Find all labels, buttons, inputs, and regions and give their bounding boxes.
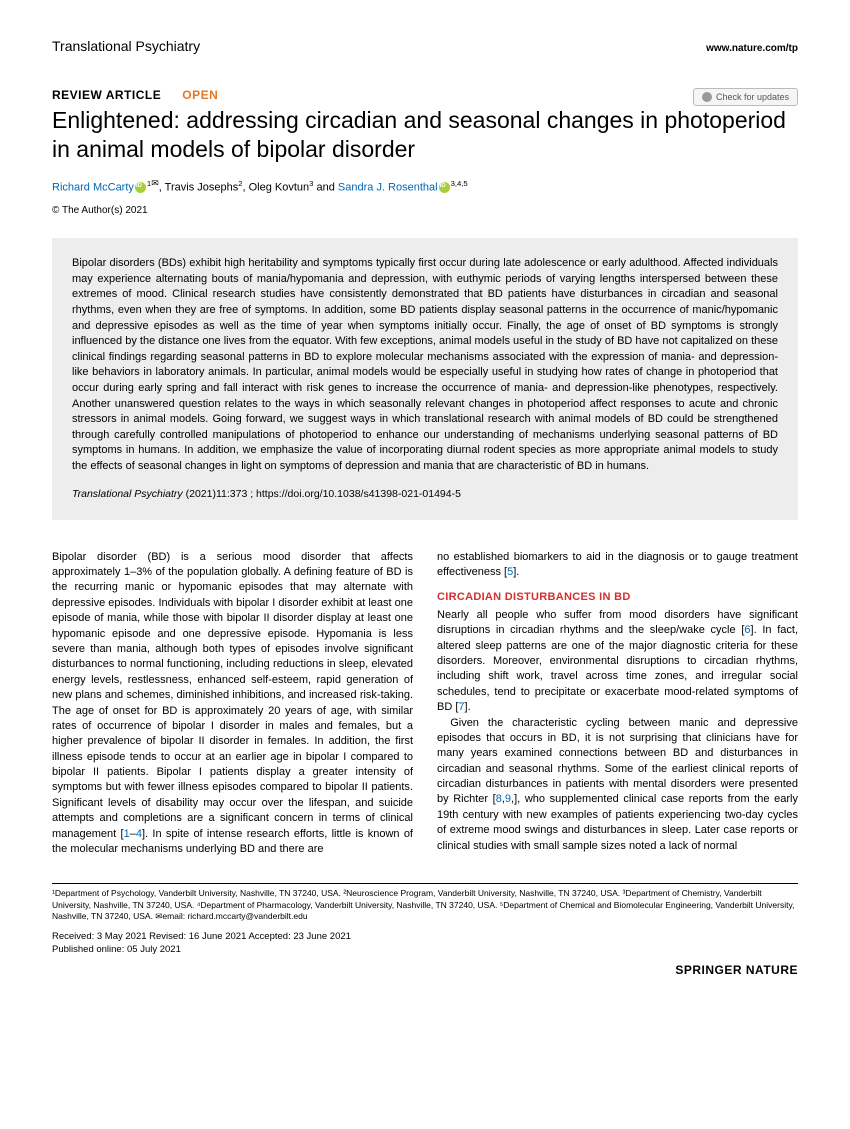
body-paragraph: Bipolar disorder (BD) is a serious mood … (52, 550, 413, 858)
body-columns: Bipolar disorder (BD) is a serious mood … (52, 550, 798, 858)
journal-name: Translational Psychiatry (52, 38, 200, 54)
affiliations: ¹Department of Psychology, Vanderbilt Un… (52, 888, 798, 922)
journal-url[interactable]: www.nature.com/tp (706, 43, 798, 54)
abstract-text: Bipolar disorders (BDs) exhibit high her… (72, 256, 778, 475)
citation-journal: Translational Psychiatry (72, 488, 183, 500)
abstract-citation: Translational Psychiatry (2021)11:373 ; … (72, 487, 778, 502)
page-header: Translational Psychiatry www.nature.com/… (52, 38, 798, 54)
open-access-label: OPEN (182, 88, 218, 102)
section-heading: CIRCADIAN DISTURBANCES IN BD (437, 590, 798, 605)
publisher-logo: SPRINGER NATURE (52, 963, 798, 977)
orcid-icon[interactable] (135, 182, 146, 193)
orcid-icon[interactable] (439, 182, 450, 193)
article-title: Enlightened: addressing circadian and se… (52, 106, 798, 164)
author-name: Oleg Kovtun (249, 181, 310, 193)
copyright-line: © The Author(s) 2021 (52, 205, 798, 216)
published-online: Published online: 05 July 2021 (52, 944, 798, 955)
article-dates: Received: 3 May 2021 Revised: 16 June 20… (52, 931, 798, 942)
check-updates-label: Check for updates (716, 92, 789, 102)
author-link[interactable]: Richard McCarty (52, 181, 134, 193)
article-type: REVIEW ARTICLE (52, 88, 161, 102)
footer-divider (52, 883, 798, 884)
article-meta-block: Check for updates REVIEW ARTICLE OPEN En… (52, 88, 798, 216)
body-paragraph: no established biomarkers to aid in the … (437, 550, 798, 581)
column-left: Bipolar disorder (BD) is a serious mood … (52, 550, 413, 858)
corresponding-icon: ✉ (151, 178, 159, 188)
column-right: no established biomarkers to aid in the … (437, 550, 798, 858)
author-link[interactable]: Sandra J. Rosenthal (338, 181, 438, 193)
updates-icon (702, 92, 712, 102)
author-affiliation: 3 (309, 179, 313, 188)
author-affiliation: 3,4,5 (451, 179, 468, 188)
author-affiliation: 2 (238, 179, 242, 188)
abstract-box: Bipolar disorders (BDs) exhibit high her… (52, 238, 798, 519)
author-name: Travis Josephs (165, 181, 239, 193)
citation-details: (2021)11:373 ; https://doi.org/10.1038/s… (183, 488, 461, 500)
check-updates-button[interactable]: Check for updates (693, 88, 798, 106)
body-paragraph: Given the characteristic cycling between… (437, 716, 798, 855)
body-paragraph: Nearly all people who suffer from mood d… (437, 608, 798, 716)
author-list: Richard McCarty1✉, Travis Josephs2, Oleg… (52, 178, 798, 194)
